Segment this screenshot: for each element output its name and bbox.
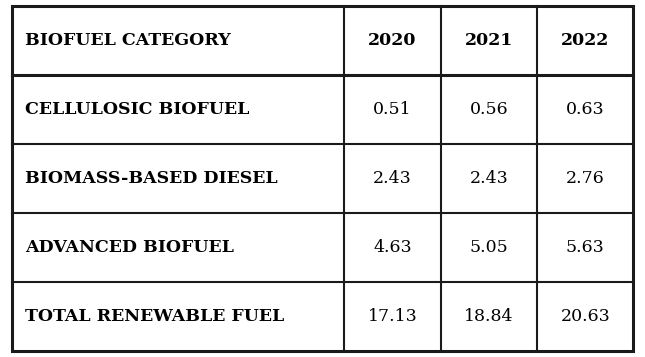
Text: 2.43: 2.43 (470, 170, 508, 187)
Text: ADVANCED BIOFUEL: ADVANCED BIOFUEL (25, 239, 234, 256)
Text: 0.51: 0.51 (373, 101, 412, 118)
Text: 0.63: 0.63 (566, 101, 604, 118)
Text: 2.43: 2.43 (373, 170, 412, 187)
Text: BIOMASS-BASED DIESEL: BIOMASS-BASED DIESEL (25, 170, 278, 187)
Text: 4.63: 4.63 (373, 239, 412, 256)
Text: 17.13: 17.13 (368, 308, 417, 325)
Text: BIOFUEL CATEGORY: BIOFUEL CATEGORY (25, 32, 231, 49)
Text: 5.63: 5.63 (566, 239, 604, 256)
Text: TOTAL RENEWABLE FUEL: TOTAL RENEWABLE FUEL (25, 308, 284, 325)
Text: 0.56: 0.56 (470, 101, 508, 118)
Text: 2022: 2022 (561, 32, 610, 49)
Text: 5.05: 5.05 (470, 239, 508, 256)
Text: 18.84: 18.84 (464, 308, 513, 325)
Text: 2.76: 2.76 (566, 170, 604, 187)
Text: 20.63: 20.63 (561, 308, 610, 325)
Text: 2020: 2020 (368, 32, 417, 49)
Text: 2021: 2021 (464, 32, 513, 49)
Text: CELLULOSIC BIOFUEL: CELLULOSIC BIOFUEL (25, 101, 250, 118)
